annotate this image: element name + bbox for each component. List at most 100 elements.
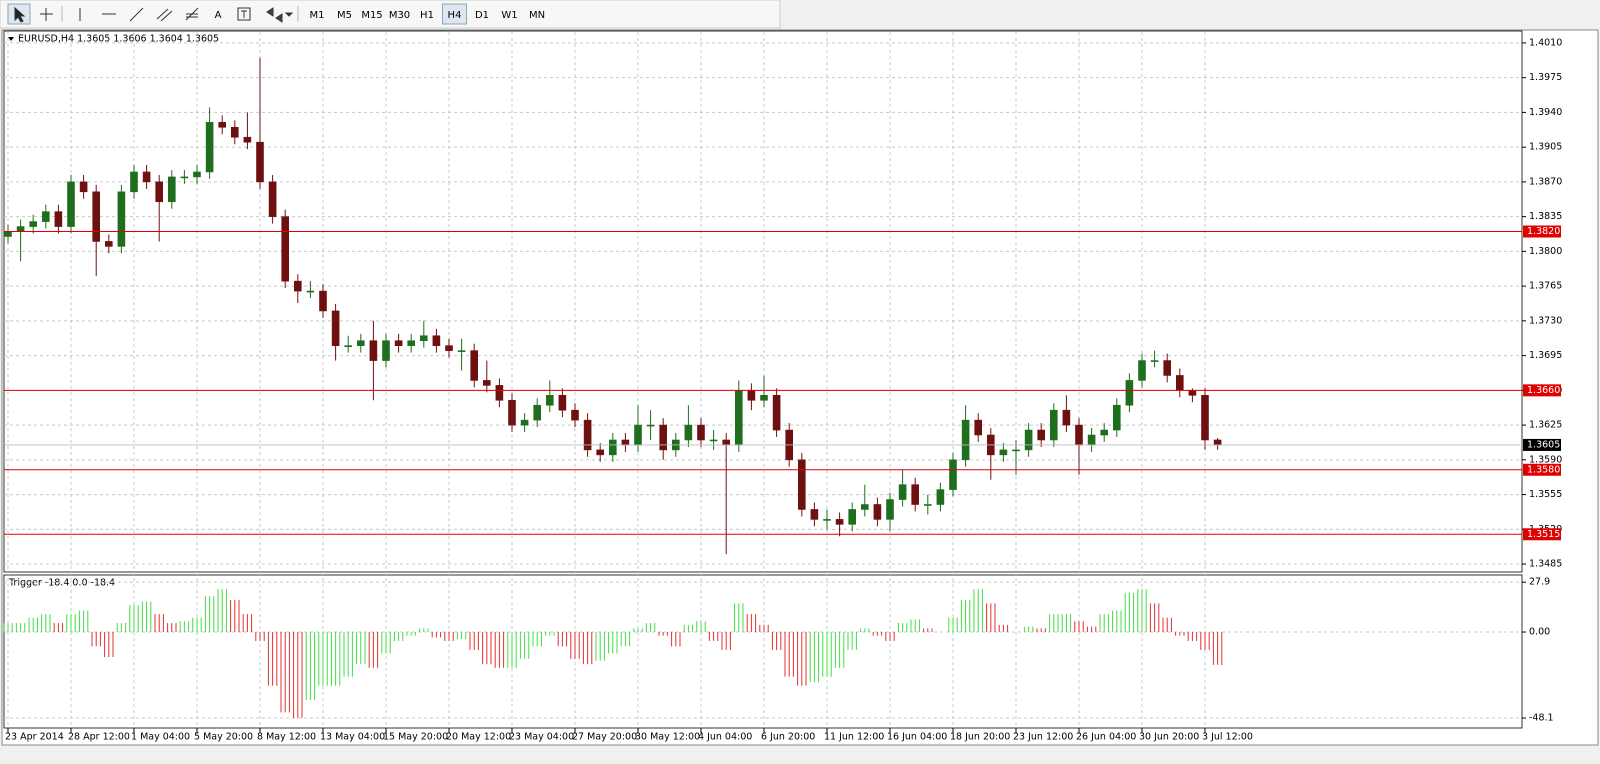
y-tick-label: 1.3730 [1529, 315, 1562, 326]
candle-body [407, 340, 416, 346]
candle-body [306, 290, 315, 293]
candle-body [923, 504, 932, 506]
y-tick-label: 1.3765 [1529, 281, 1562, 292]
level-label: 1.3660 [1527, 385, 1560, 396]
timeframe-button[interactable]: H4 [448, 10, 462, 21]
y-tick-label: 27.9 [1529, 577, 1550, 588]
x-tick-label: 18 Jun 20:00 [950, 732, 1010, 743]
candle-body [1163, 360, 1171, 376]
candle-body [621, 439, 630, 446]
candle-body [231, 126, 239, 138]
x-tick-label: 4 Jun 04:00 [698, 732, 752, 743]
timeframe-button[interactable]: M1 [310, 10, 325, 21]
candle-body [457, 350, 466, 352]
candle-body [571, 409, 579, 421]
timeframe-button[interactable]: D1 [475, 10, 489, 21]
channel-icon[interactable] [156, 8, 173, 22]
candle-body [646, 424, 655, 427]
candle-body [734, 390, 743, 446]
candle-body [1037, 429, 1045, 441]
candle-body [155, 181, 163, 203]
tool-text[interactable]: A [215, 10, 222, 21]
x-tick-label: 28 Apr 12:00 [68, 732, 130, 743]
y-tick-label: 1.3940 [1529, 107, 1562, 118]
candle-body [281, 216, 290, 282]
candle-body [709, 439, 718, 442]
x-tick-label: 16 Jun 04:00 [887, 732, 947, 743]
x-tick-label: 8 May 12:00 [257, 732, 316, 743]
candle-body [419, 335, 428, 342]
candle-body [394, 340, 403, 346]
textlabel-t [241, 10, 247, 18]
candle-body [54, 211, 63, 227]
x-tick-label: 11 Jun 12:00 [824, 732, 884, 743]
candle-body [848, 509, 857, 525]
chart-title: EURUSD,H4 1.3605 1.3606 1.3604 1.3605 [18, 34, 219, 45]
y-tick-label: 1.3800 [1529, 246, 1562, 257]
candle-body [470, 350, 479, 381]
textlabel-icon[interactable] [237, 7, 251, 21]
x-tick-label: 1 May 04:00 [131, 732, 190, 743]
candle-body [41, 211, 50, 222]
candle-body [382, 340, 390, 361]
level-label: 1.3580 [1527, 464, 1560, 475]
y-tick-label: 1.3625 [1529, 420, 1562, 431]
y-tick-label: 1.3485 [1529, 559, 1562, 570]
timeframe-button[interactable]: M5 [337, 10, 352, 21]
candle-body [898, 484, 907, 500]
candle-body [1100, 429, 1108, 436]
y-tick-label: 1.3870 [1529, 176, 1562, 187]
y-tick-label: 0.00 [1529, 627, 1550, 638]
level-tag [1523, 384, 1561, 397]
timeframe-button[interactable]: W1 [501, 10, 517, 21]
arrows-icon[interactable] [266, 7, 283, 23]
trendline-icon[interactable] [129, 7, 144, 22]
candle-body [596, 449, 605, 456]
candle-body [583, 419, 592, 451]
candle-body [1188, 390, 1197, 396]
candle-body [218, 122, 226, 128]
candle-body [67, 181, 75, 227]
candle-body [16, 226, 25, 232]
level-tag [1523, 463, 1561, 476]
timeframe-button[interactable]: H1 [420, 10, 434, 21]
candle-body [1213, 439, 1222, 446]
collapse-marker [8, 37, 14, 41]
indicator-title: Trigger -18.4 0.0 -18.4 [8, 578, 115, 589]
timeframe-button[interactable]: M15 [361, 10, 382, 21]
x-tick-label: 30 Jun 20:00 [1139, 732, 1199, 743]
y-tick-label: 1.3590 [1529, 454, 1562, 465]
indicator-pane [3, 574, 1523, 729]
fibo-icon[interactable] [185, 7, 199, 21]
x-tick-label: 6 Jun 20:00 [761, 732, 815, 743]
candle-body [823, 519, 831, 521]
candle-body [180, 176, 189, 179]
x-tick-label: 5 May 20:00 [194, 732, 253, 743]
x-tick-label: 13 May 04:00 [320, 732, 385, 743]
candle-body [356, 340, 365, 346]
candle-body [558, 395, 567, 411]
crosshair-icon[interactable] [40, 8, 53, 21]
candle-body [1050, 409, 1058, 441]
candle-body [999, 449, 1008, 456]
candle-body [205, 122, 214, 173]
candle-body [369, 340, 378, 361]
candle-body [508, 399, 516, 426]
y-tick-label: 1.3555 [1529, 489, 1562, 500]
candle-body [1138, 360, 1146, 381]
x-tick-label: 23 Apr 2014 [5, 732, 64, 743]
current-price-tag [1523, 438, 1561, 451]
candle-body [697, 424, 705, 441]
dropdown-icon[interactable] [284, 12, 294, 17]
timeframe-button[interactable]: M30 [389, 10, 410, 21]
marks [3, 57, 1522, 718]
candle-body [445, 345, 453, 351]
x-tick-label: 23 Jun 12:00 [1013, 732, 1073, 743]
timeframe-button[interactable]: MN [529, 10, 545, 21]
candle-body [1125, 380, 1134, 406]
y-tick-label: 1.3835 [1529, 211, 1562, 222]
tool-icons [7, 3, 299, 25]
candle-body [520, 419, 529, 426]
candle-body [747, 390, 756, 401]
